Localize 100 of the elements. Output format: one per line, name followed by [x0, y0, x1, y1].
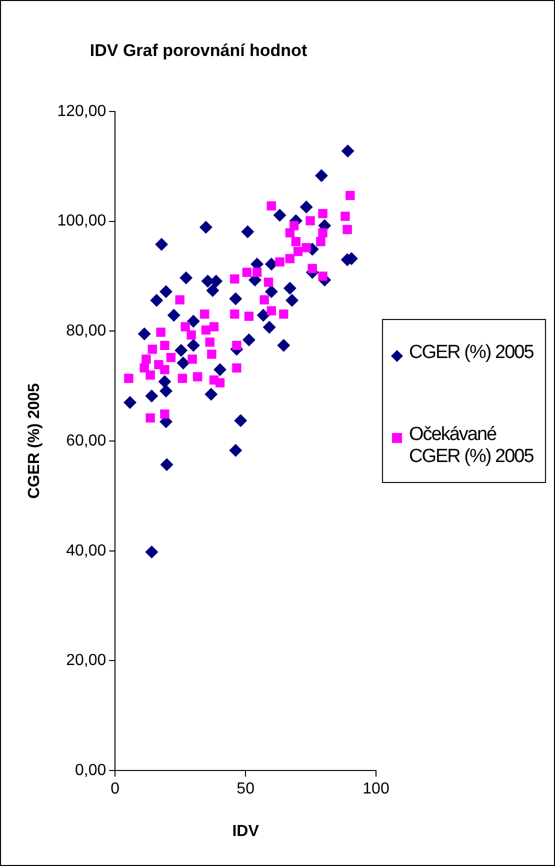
- point: [306, 216, 315, 226]
- point: [300, 200, 313, 214]
- point: [256, 308, 270, 322]
- point: [201, 325, 211, 335]
- point: [229, 444, 242, 457]
- point: [232, 363, 242, 373]
- point: [167, 308, 180, 322]
- y-tick-label: 40,00: [66, 542, 106, 560]
- point: [180, 271, 193, 284]
- point: [186, 338, 200, 352]
- y-tick-label: 20,00: [66, 652, 106, 670]
- point: [234, 414, 248, 428]
- point: [252, 268, 262, 277]
- legend-label: CGER (%) 2005: [409, 342, 534, 364]
- point: [180, 322, 190, 332]
- point: [148, 344, 158, 354]
- point: [285, 228, 295, 238]
- point: [264, 278, 274, 287]
- point: [156, 328, 166, 337]
- y-tick-label: 60,00: [66, 432, 106, 450]
- point: [145, 545, 158, 558]
- point: [155, 238, 168, 251]
- y-tick-label: 100,00: [57, 212, 106, 230]
- point: [273, 208, 286, 222]
- point: [229, 292, 242, 306]
- point: [186, 314, 200, 328]
- legend-label: Očekávané CGER (%) 2005: [409, 424, 534, 468]
- point: [318, 272, 328, 281]
- point: [341, 144, 354, 158]
- point: [142, 354, 151, 364]
- point: [262, 320, 276, 334]
- point: [279, 310, 288, 319]
- point: [214, 363, 227, 376]
- point: [146, 370, 155, 380]
- x-tick-label: 50: [236, 780, 255, 798]
- point: [285, 254, 295, 264]
- point: [150, 294, 164, 307]
- point: [138, 327, 151, 340]
- point: [318, 228, 328, 238]
- point: [314, 169, 328, 182]
- point: [244, 312, 254, 321]
- point: [291, 236, 301, 246]
- point: [346, 190, 355, 200]
- y-axis-title: CGER (%) 2005: [26, 383, 44, 499]
- chart-title: IDV Graf porovnání hodnot: [90, 40, 308, 60]
- point: [199, 220, 212, 234]
- point: [146, 413, 155, 423]
- y-tick-label: 120,00: [57, 102, 106, 120]
- point: [242, 268, 252, 277]
- point: [209, 322, 219, 332]
- point: [241, 225, 254, 238]
- point: [192, 372, 202, 382]
- point: [266, 306, 276, 316]
- point: [275, 257, 284, 267]
- point: [232, 340, 242, 350]
- point: [186, 330, 196, 340]
- y-tick-label: 80,00: [66, 322, 106, 340]
- point: [342, 224, 352, 234]
- point: [277, 338, 290, 352]
- point: [230, 310, 240, 319]
- point: [204, 388, 218, 401]
- point: [145, 389, 158, 402]
- point: [160, 409, 170, 419]
- point: [176, 356, 190, 370]
- point: [210, 274, 223, 288]
- point: [188, 354, 197, 364]
- point: [283, 282, 296, 295]
- point: [207, 350, 216, 359]
- point: [242, 333, 256, 346]
- point: [124, 396, 137, 410]
- point: [286, 294, 299, 307]
- point: [160, 285, 173, 298]
- point: [200, 310, 210, 319]
- point: [302, 243, 311, 252]
- point: [178, 374, 188, 383]
- point: [175, 295, 184, 304]
- point: [166, 352, 176, 362]
- point: [308, 264, 317, 274]
- x-tick-label: 100: [362, 780, 390, 798]
- x-axis-title: IDV: [232, 822, 260, 840]
- point: [340, 212, 350, 221]
- point: [160, 364, 170, 374]
- point: [205, 338, 214, 347]
- point: [316, 236, 326, 246]
- point: [318, 208, 328, 218]
- point: [260, 295, 269, 304]
- x-tick-label: 0: [110, 780, 120, 798]
- y-tick-label: 0,00: [74, 762, 106, 780]
- point: [264, 285, 278, 298]
- point: [206, 284, 220, 297]
- point: [230, 274, 240, 284]
- point: [160, 340, 170, 350]
- point: [124, 374, 134, 383]
- point: [158, 375, 172, 388]
- point: [174, 344, 188, 357]
- point: [160, 384, 173, 398]
- point: [293, 246, 303, 256]
- point: [215, 378, 225, 388]
- point: [266, 201, 276, 210]
- point: [160, 458, 174, 472]
